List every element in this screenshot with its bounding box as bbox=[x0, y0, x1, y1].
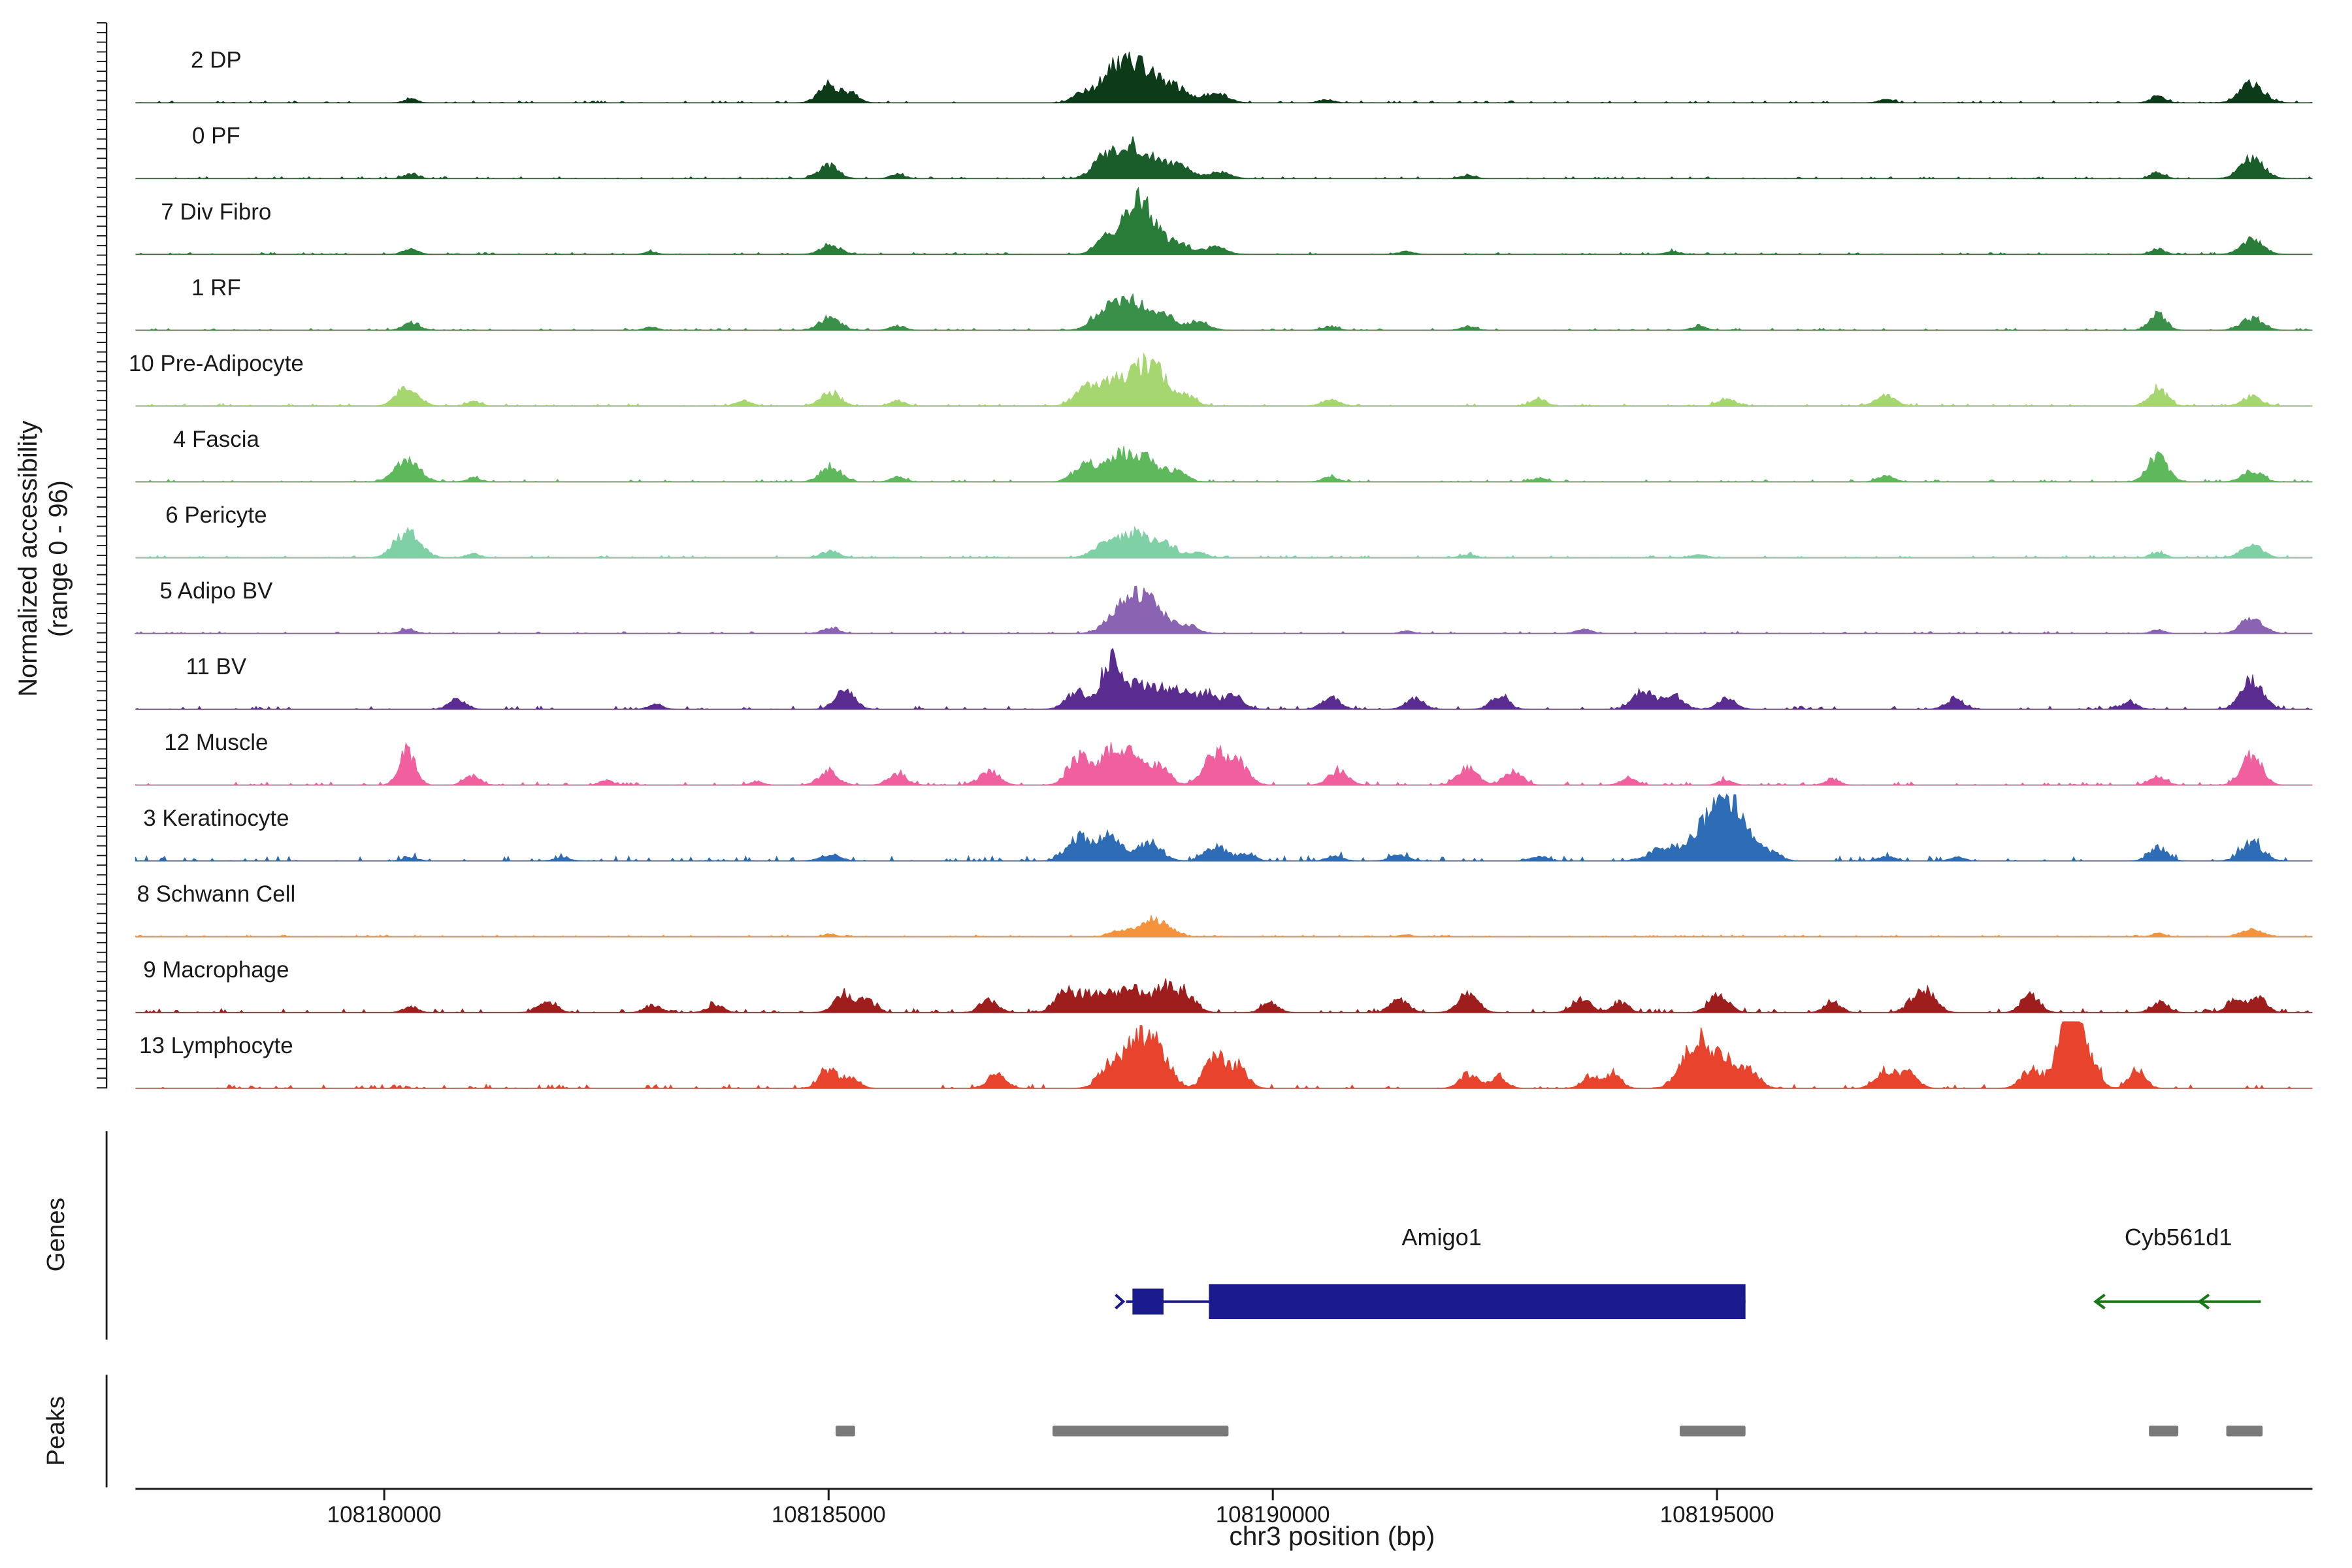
x-tick-label: 108185000 bbox=[772, 1502, 886, 1527]
track-signal bbox=[135, 446, 2313, 483]
track-label: 2 DP bbox=[191, 48, 242, 73]
gene-exon bbox=[1132, 1288, 1164, 1315]
track-signal bbox=[135, 525, 2313, 559]
track-label: 8 Schwann Cell bbox=[137, 881, 295, 907]
track-label: 5 Adipo BV bbox=[159, 578, 273, 604]
x-tick-label: 108180000 bbox=[327, 1502, 442, 1527]
track-row: 5 Adipo BV bbox=[134, 578, 2313, 634]
peaks-section-label: Peaks bbox=[42, 1396, 70, 1466]
genes-section-label: Genes bbox=[42, 1198, 70, 1271]
track-signal bbox=[135, 914, 2313, 938]
track-label: 1 RF bbox=[191, 275, 241, 301]
accessibility-tracks: 2 DP 0 PF 7 Div Fibro 1 RF 10 Pre-Adipocyte 4… bbox=[129, 48, 2313, 1089]
peak-rect bbox=[1053, 1426, 1229, 1437]
track-row: 1 RF bbox=[135, 275, 2313, 331]
track-row: 7 Div Fibro bbox=[135, 186, 2313, 255]
track-row: 4 Fascia bbox=[135, 427, 2313, 483]
track-label: 13 Lymphocyte bbox=[139, 1033, 293, 1058]
gene: Cyb561d1 bbox=[2093, 1224, 2261, 1310]
track-label: 3 Keratinocyte bbox=[143, 806, 289, 831]
track-signal bbox=[135, 52, 2313, 104]
track-row: 9 Macrophage bbox=[135, 957, 2313, 1013]
track-signal bbox=[135, 793, 2313, 862]
gene: Amigo1 bbox=[1115, 1224, 1746, 1320]
track-row: 10 Pre-Adipocyte bbox=[129, 351, 2313, 407]
gene-label: Cyb561d1 bbox=[2125, 1224, 2232, 1250]
track-signal bbox=[135, 647, 2313, 710]
track-label: 7 Div Fibro bbox=[161, 199, 271, 225]
track-label: 6 Pericyte bbox=[165, 502, 267, 528]
track-signal bbox=[134, 585, 2313, 634]
gene-exon bbox=[1209, 1284, 1746, 1320]
track-signal bbox=[135, 1021, 2313, 1089]
track-signal bbox=[135, 978, 2313, 1013]
gene-label: Amigo1 bbox=[1401, 1224, 1481, 1250]
track-signal bbox=[135, 742, 2313, 786]
track-row: 0 PF bbox=[135, 123, 2313, 180]
peak-rect bbox=[835, 1426, 855, 1437]
peaks-track bbox=[835, 1426, 2263, 1437]
gene-strand-arrow-right bbox=[1115, 1294, 1126, 1310]
track-signal bbox=[135, 186, 2313, 255]
peak-rect bbox=[2149, 1426, 2179, 1437]
x-tick-label: 108190000 bbox=[1216, 1502, 1330, 1527]
track-label: 12 Muscle bbox=[164, 730, 268, 755]
gene-strand-arrow-left bbox=[2093, 1294, 2106, 1310]
y-axis-label-line1: Normalized accessibility bbox=[14, 421, 42, 697]
track-label: 4 Fascia bbox=[173, 427, 260, 452]
track-label: 9 Macrophage bbox=[143, 957, 289, 983]
x-axis-label: chr3 position (bp) bbox=[1229, 1521, 1435, 1551]
peak-rect bbox=[2226, 1426, 2263, 1437]
track-row: 11 BV bbox=[135, 647, 2313, 710]
track-row: 6 Pericyte bbox=[135, 502, 2313, 559]
track-signal bbox=[135, 352, 2313, 407]
y-axis-ruler bbox=[96, 22, 108, 1089]
y-axis-label-line2: (range 0 - 96) bbox=[44, 480, 73, 637]
track-row: 13 Lymphocyte bbox=[135, 1021, 2313, 1089]
peak-rect bbox=[1680, 1426, 1746, 1437]
track-label: 0 PF bbox=[192, 123, 240, 149]
x-tick-label: 108195000 bbox=[1660, 1502, 1774, 1527]
track-signal bbox=[135, 293, 2313, 331]
gene-strand-arrow-left bbox=[2197, 1294, 2210, 1310]
track-signal bbox=[135, 136, 2313, 180]
track-label: 10 Pre-Adipocyte bbox=[129, 351, 304, 376]
track-row: 2 DP bbox=[135, 48, 2313, 104]
track-row: 12 Muscle bbox=[135, 730, 2313, 786]
genes-track: Amigo1 Cyb561d1 bbox=[1115, 1224, 2261, 1320]
track-row: 3 Keratinocyte bbox=[135, 793, 2313, 862]
track-label: 11 BV bbox=[186, 654, 247, 679]
x-axis: 108180000 108185000 108190000 108195000 bbox=[135, 1488, 2313, 1527]
track-row: 8 Schwann Cell bbox=[135, 881, 2313, 938]
